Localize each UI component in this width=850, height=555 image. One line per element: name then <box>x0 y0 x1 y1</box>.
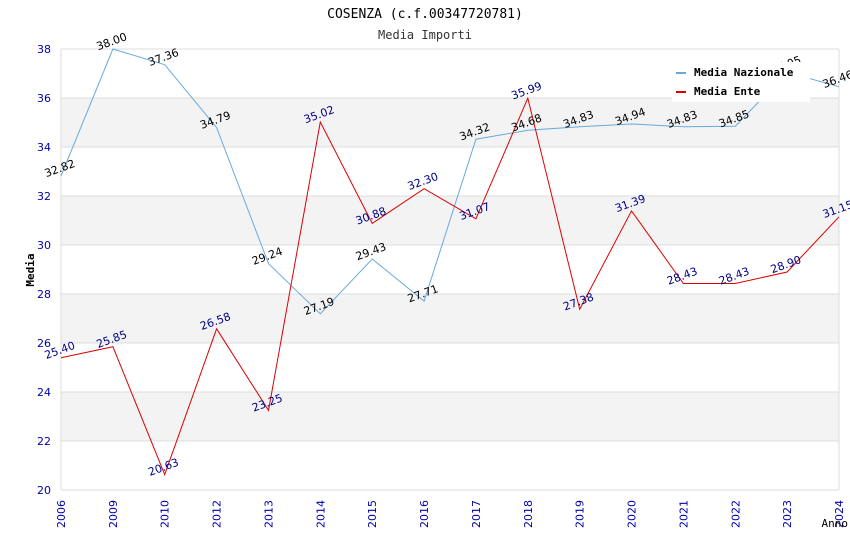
y-tick-label: 20 <box>37 484 51 497</box>
x-tick-label: 2021 <box>677 500 690 528</box>
series-line <box>60 96 840 477</box>
x-tick-label: 2016 <box>418 500 431 528</box>
y-tick-label: 36 <box>37 92 51 105</box>
x-tick-label: 2024 <box>833 500 846 528</box>
x-tick-label: 2006 <box>55 500 68 528</box>
legend-entry: Media Nazionale <box>694 66 794 79</box>
x-tick-label: 2012 <box>211 500 224 528</box>
x-tick-label: 2013 <box>262 500 275 528</box>
y-tick-label: 32 <box>37 190 51 203</box>
x-tick-label: 2017 <box>470 500 483 528</box>
grid-band <box>61 392 839 441</box>
data-label: 32.82 <box>43 157 77 180</box>
chart-title: COSENZA (c.f.00347720781) <box>327 7 523 22</box>
data-label: 28.43 <box>665 265 699 288</box>
x-tick-label: 2009 <box>107 500 120 528</box>
chart-subtitle: Media Importi <box>378 28 472 42</box>
y-ticks: 20 22 24 26 28 30 32 34 36 38 <box>37 43 51 497</box>
x-tick-label: 2022 <box>729 500 742 528</box>
data-label: 28.43 <box>717 265 751 288</box>
y-tick-label: 24 <box>37 386 51 399</box>
legend-box <box>672 62 810 102</box>
y-axis-label: Media <box>24 253 37 286</box>
series-lines <box>60 48 840 477</box>
x-tick-label: 2014 <box>314 500 327 528</box>
y-tick-label: 34 <box>37 141 51 154</box>
y-tick-label: 26 <box>37 337 51 350</box>
grid-bands <box>61 98 839 441</box>
grid-lines <box>61 48 839 491</box>
series-line <box>60 48 840 315</box>
data-label: 36.46 <box>821 68 850 91</box>
y-tick-label: 30 <box>37 239 51 252</box>
x-tick-label: 2015 <box>366 500 379 528</box>
x-tick-label: 2018 <box>522 500 535 528</box>
x-tick-label: 2023 <box>781 500 794 528</box>
x-tick-label: 2020 <box>626 500 639 528</box>
y-tick-label: 38 <box>37 43 51 56</box>
y-tick-label: 28 <box>37 288 51 301</box>
x-ticks: 2006 2009 2010 2012 2013 2014 2015 2016 2017 2018… <box>55 500 846 528</box>
data-label: 29.24 <box>250 245 284 268</box>
grid-band <box>61 98 839 147</box>
data-label: 20.63 <box>146 456 180 479</box>
x-tick-label: 2010 <box>159 500 172 528</box>
y-tick-label: 22 <box>37 435 51 448</box>
x-axis-label: Anno <box>822 517 849 530</box>
legend: Media Nazionale Media Ente <box>672 62 810 102</box>
data-label: 38.00 <box>95 30 129 53</box>
x-tick-label: 2019 <box>574 500 587 528</box>
axes <box>60 49 840 491</box>
grid-band <box>61 294 839 343</box>
legend-entry: Media Ente <box>694 85 761 98</box>
